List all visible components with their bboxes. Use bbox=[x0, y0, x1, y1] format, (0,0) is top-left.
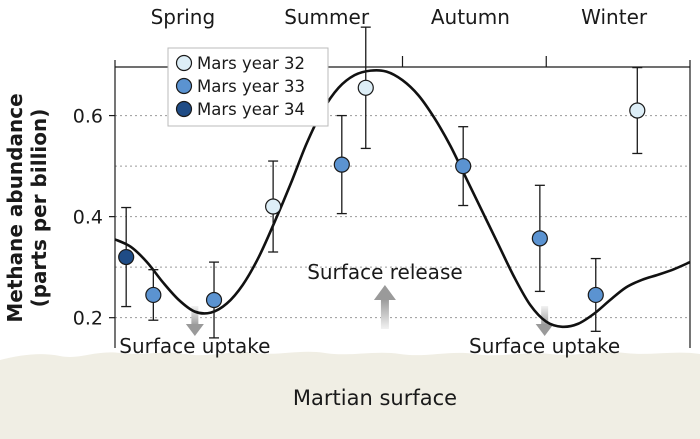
data-point bbox=[205, 291, 223, 309]
data-point bbox=[145, 286, 162, 304]
data-points bbox=[118, 26, 646, 339]
season-label: Summer bbox=[284, 5, 370, 29]
season-label: Winter bbox=[581, 5, 648, 29]
legend-label: Mars year 33 bbox=[197, 77, 305, 96]
y-tick-label: 0.6 bbox=[73, 106, 103, 128]
season-label: Autumn bbox=[431, 5, 510, 29]
annotation-label: Surface release bbox=[307, 260, 462, 284]
legend-box bbox=[167, 47, 329, 127]
uptake-arrow-head bbox=[185, 324, 204, 336]
martian-surface bbox=[0, 351, 700, 439]
y-tick-label: 0.4 bbox=[73, 207, 103, 229]
legend-label: Mars year 32 bbox=[197, 54, 305, 73]
data-point bbox=[531, 230, 548, 247]
uptake-arrow-shaft bbox=[191, 306, 199, 326]
data-point bbox=[333, 156, 350, 173]
y-tick-label: 0.2 bbox=[73, 308, 103, 330]
y-ticks: 0.2 0.4 0.6 bbox=[73, 106, 115, 330]
uptake-arrow-shaft bbox=[541, 306, 549, 326]
season-labels: Spring Summer Autumn Winter bbox=[151, 5, 648, 29]
grid-lines bbox=[115, 115, 690, 319]
model-curve bbox=[114, 68, 691, 329]
data-point bbox=[357, 79, 374, 96]
martian-surface-label: Martian surface bbox=[293, 386, 457, 410]
legend-label: Mars year 34 bbox=[197, 100, 305, 119]
data-point bbox=[118, 248, 135, 266]
legend-marker bbox=[175, 100, 193, 118]
legend-marker bbox=[175, 54, 193, 72]
data-point bbox=[265, 198, 282, 215]
legend-marker bbox=[175, 77, 193, 95]
legend: Mars year 32 Mars year 33 Mars year 34 bbox=[167, 47, 329, 127]
season-label: Spring bbox=[151, 5, 216, 29]
annotation-label: Surface uptake bbox=[119, 334, 270, 358]
data-point bbox=[629, 102, 646, 119]
uptake-arrow-head bbox=[535, 324, 554, 336]
data-point bbox=[455, 158, 472, 175]
y-axis-title-line1: Methane abundance bbox=[3, 93, 27, 322]
y-axis-title-line2: (parts per billion) bbox=[27, 109, 51, 308]
data-point bbox=[587, 286, 604, 304]
release-arrow-shaft bbox=[380, 299, 389, 329]
annotation-label: Surface uptake bbox=[469, 334, 620, 358]
annotations: Surface uptake Surface release Surface upt… bbox=[119, 260, 620, 358]
flux-arrows bbox=[185, 285, 554, 336]
release-arrow-head bbox=[373, 285, 396, 300]
